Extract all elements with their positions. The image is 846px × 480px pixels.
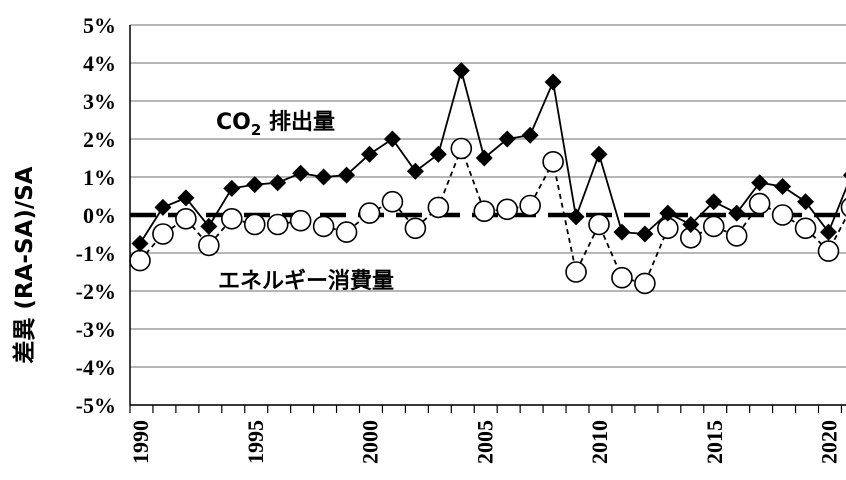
energy-point (565, 261, 587, 283)
x-tick-label: 1990 (128, 420, 153, 464)
co2-point (521, 126, 539, 144)
co2-point (131, 235, 149, 252)
energy-point (175, 208, 197, 230)
y-tick-label: -5% (76, 393, 116, 418)
co2-point (774, 178, 792, 195)
co2-point (728, 204, 746, 222)
x-tick-label: 2020 (817, 420, 842, 464)
energy-point (634, 272, 656, 295)
y-tick-label: -4% (76, 355, 116, 380)
energy-point (542, 151, 564, 173)
co2-point (475, 149, 493, 167)
co2-point (200, 217, 218, 235)
co2-point (154, 198, 172, 216)
co2-point (636, 225, 654, 243)
grid-lines (130, 24, 846, 406)
x-tick-label: 1995 (243, 420, 268, 464)
y-tick-label: -1% (76, 241, 116, 266)
energy-point (473, 200, 496, 222)
energy-point (335, 221, 358, 243)
co2-point (429, 145, 447, 163)
co2-point (842, 172, 846, 179)
co2-point (383, 130, 401, 148)
x-tick-labels: 1990 1995 2000 2005 2010 2015 2020 (128, 420, 842, 464)
energy-point (381, 190, 404, 213)
energy-point (840, 198, 846, 217)
energy-point (725, 225, 748, 247)
energy-point (243, 213, 266, 236)
co2-point (269, 174, 287, 192)
x-tick-label: 2015 (702, 420, 727, 464)
energy-point (152, 223, 174, 245)
energy-point (404, 217, 427, 240)
y-tick-labels: 5% 4% 3% 2% 1% 0% -1% -2% -3% -4% -5% (76, 13, 116, 418)
co2-point (452, 62, 470, 80)
co2-point (544, 73, 562, 91)
energy-point (198, 234, 220, 257)
co2-point (177, 189, 195, 207)
co2-point (797, 193, 815, 211)
co2-point (361, 145, 378, 163)
x-minor-ticks (129, 405, 843, 413)
energy-point (771, 204, 794, 226)
energy-point (221, 208, 243, 230)
energy-point (312, 215, 335, 238)
energy-point (817, 240, 840, 262)
co2-point (682, 216, 700, 233)
energy-point (358, 202, 381, 224)
co2-point (246, 176, 264, 194)
energy-point (519, 194, 541, 217)
co2-point (590, 145, 608, 163)
co2-point (613, 223, 631, 241)
co2-point (338, 166, 356, 184)
energy-point (129, 249, 151, 272)
y-tick-label: 3% (83, 89, 116, 114)
co2-point (751, 174, 769, 192)
co2-point (292, 164, 310, 182)
y-tick-label: 0% (83, 203, 116, 228)
co2-series-label: CO2 排出量 (216, 110, 335, 139)
co2-point (820, 223, 837, 241)
co2-point (498, 130, 516, 148)
y-tick-label: -3% (76, 317, 116, 342)
co2-point (315, 168, 333, 186)
y-tick-label: 2% (83, 127, 116, 152)
energy-point (427, 196, 450, 219)
y-tick-label: 1% (83, 165, 116, 190)
y-tick-label: 4% (83, 51, 116, 76)
co2-point (223, 179, 241, 197)
energy-markers (129, 137, 846, 295)
energy-point (496, 198, 519, 221)
co2-point (705, 193, 723, 211)
x-tick-label: 2000 (358, 420, 383, 464)
energy-point (794, 217, 817, 240)
x-tick-label: 2010 (587, 420, 612, 464)
y-tick-label: 5% (83, 13, 116, 38)
energy-point (748, 192, 771, 215)
co2-point (406, 162, 424, 180)
energy-series-label: エネルギー消費量 (218, 269, 394, 294)
energy-point (266, 213, 289, 236)
y-tick-label: -2% (76, 279, 116, 304)
energy-point (611, 266, 633, 289)
x-tick-label: 2005 (472, 420, 497, 464)
co2-markers (131, 62, 846, 252)
energy-point (450, 137, 473, 160)
energy-point (588, 213, 610, 236)
co2-point (567, 208, 585, 226)
energy-point (702, 215, 725, 238)
co2-point (659, 204, 677, 222)
y-axis-label: 差異 (RA-SA)/SA (11, 166, 38, 363)
energy-point (289, 209, 312, 232)
